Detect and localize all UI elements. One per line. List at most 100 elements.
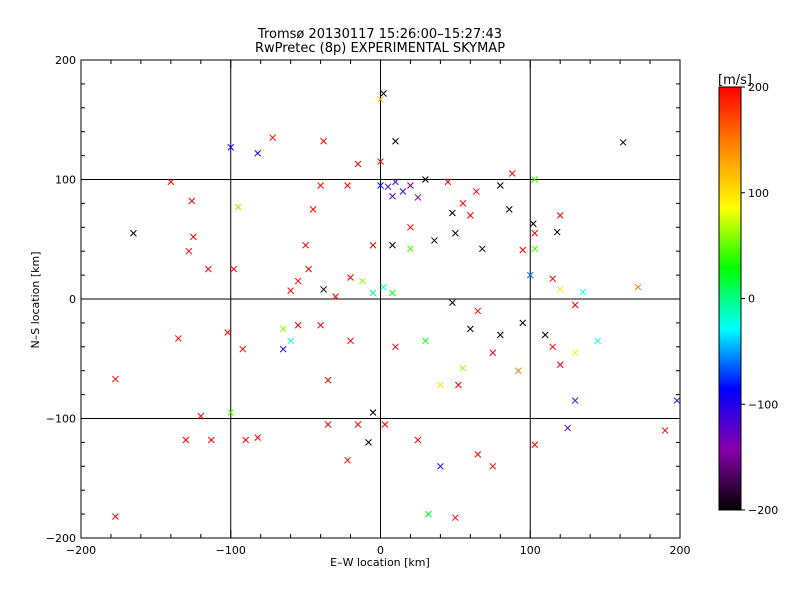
velocity-colorbar: 200 100 0 −100 −200 — [718, 81, 778, 517]
data-point-cross — [519, 246, 527, 254]
cross-stroke — [287, 287, 295, 294]
cross-stroke — [407, 245, 414, 253]
data-point-cross — [174, 335, 182, 342]
data-point-cross — [369, 241, 377, 249]
data-point-cross — [673, 397, 681, 404]
data-point-cross — [478, 245, 486, 253]
cross-stroke — [452, 229, 459, 237]
data-point-cross — [254, 149, 262, 157]
data-point-cross — [449, 209, 456, 217]
data-point-cross — [444, 178, 452, 186]
data-point-cross — [389, 241, 396, 249]
cross-stroke — [455, 381, 462, 389]
data-point-cross — [437, 381, 444, 389]
data-point-cross — [332, 293, 339, 300]
cross-stroke — [466, 325, 474, 333]
data-point-cross — [305, 265, 312, 273]
data-point-cross — [189, 233, 197, 241]
cross-stroke — [354, 421, 362, 428]
colorbar-tick-label: −100 — [748, 398, 778, 411]
data-point-cross — [294, 277, 302, 285]
data-point-cross — [579, 288, 587, 296]
cross-stroke — [317, 321, 324, 329]
cross-stroke — [541, 331, 549, 339]
data-point-cross — [197, 412, 205, 420]
data-point-cross — [392, 178, 399, 186]
data-point-cross — [369, 409, 377, 416]
cross-stroke — [414, 194, 422, 201]
data-point-cross — [239, 345, 247, 353]
x-tick-label: −200 — [66, 544, 96, 557]
data-point-cross — [377, 182, 384, 189]
data-point-cross — [130, 229, 137, 237]
cross-stroke — [478, 245, 486, 253]
cross-stroke — [474, 307, 482, 315]
cross-stroke — [531, 176, 539, 183]
data-point-cross — [466, 325, 474, 333]
cross-stroke — [414, 436, 422, 444]
cross-stroke — [369, 289, 377, 297]
data-point-cross — [287, 337, 295, 345]
cross-stroke — [320, 137, 327, 145]
data-point-cross — [529, 220, 537, 228]
data-point-cross — [294, 321, 302, 329]
cross-stroke — [359, 277, 366, 285]
data-point-cross — [531, 176, 539, 183]
cross-stroke — [305, 265, 312, 273]
cross-stroke — [508, 170, 516, 177]
cross-stroke — [437, 462, 444, 470]
y-tick-label: 200 — [55, 54, 76, 67]
cross-stroke — [185, 247, 193, 255]
cross-stroke — [167, 178, 175, 186]
cross-stroke — [392, 178, 399, 186]
cross-stroke — [347, 274, 354, 281]
data-point-cross — [182, 436, 190, 444]
data-point-cross — [422, 176, 429, 183]
cross-stroke — [556, 361, 564, 369]
data-point-cross — [556, 361, 564, 369]
cross-stroke — [294, 277, 302, 285]
cross-stroke — [174, 335, 182, 342]
cross-stroke — [556, 286, 564, 293]
data-point-cross — [381, 421, 389, 428]
data-point-cross — [553, 228, 561, 236]
data-point-cross — [407, 182, 414, 189]
data-point-cross — [320, 137, 327, 145]
data-point-cross — [354, 160, 362, 168]
cross-stroke — [254, 434, 262, 441]
data-point-cross — [452, 514, 459, 522]
data-point-cross — [185, 247, 193, 255]
cross-stroke — [230, 265, 238, 273]
data-point-cross — [227, 409, 235, 416]
cross-stroke — [571, 301, 579, 309]
data-point-cross — [564, 424, 572, 432]
cross-stroke — [239, 345, 247, 353]
cross-stroke — [224, 329, 232, 336]
cross-stroke — [531, 245, 539, 253]
cross-stroke — [369, 409, 377, 416]
cross-stroke — [673, 397, 681, 404]
cross-stroke — [182, 436, 190, 444]
data-point-cross — [472, 188, 480, 195]
chart-subtitle: RwPretec (8p) EXPERIMENTAL SKYMAP — [255, 41, 505, 56]
cross-stroke — [422, 337, 429, 345]
cross-stroke — [531, 441, 539, 449]
data-point-cross — [531, 245, 539, 253]
cross-stroke — [594, 337, 601, 345]
cross-stroke — [431, 237, 438, 244]
data-point-cross — [344, 182, 351, 189]
cross-stroke — [320, 286, 327, 293]
cross-stroke — [514, 367, 522, 375]
cross-stroke — [197, 412, 205, 420]
data-point-cross — [287, 287, 295, 294]
cross-stroke — [369, 241, 377, 249]
data-point-cross — [425, 510, 432, 518]
data-point-cross — [302, 241, 309, 249]
data-point-cross — [519, 319, 527, 327]
cross-stroke — [489, 462, 497, 470]
colorbar-tick-label: −200 — [748, 504, 778, 517]
cross-stroke — [377, 96, 384, 103]
data-point-cross — [594, 337, 601, 345]
cross-stroke — [287, 337, 295, 345]
